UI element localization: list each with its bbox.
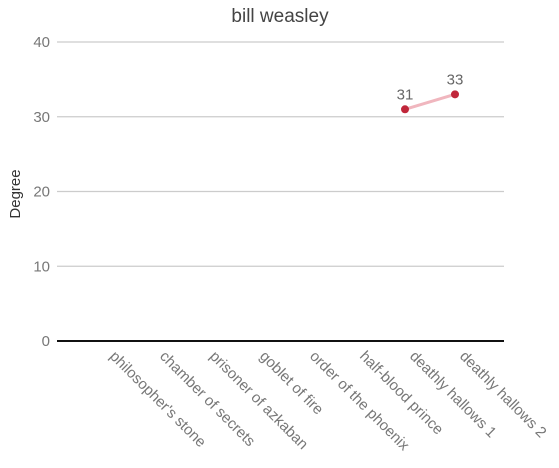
- y-tick-label: 0: [42, 333, 50, 350]
- x-tick-label: chamber of secrets: [156, 348, 258, 450]
- y-tick-labels: 0 10 20 30 40: [33, 34, 50, 350]
- data-points: [401, 90, 459, 114]
- x-tick-label: deathly hallows 2: [456, 348, 549, 441]
- chart-title: bill weasley: [231, 6, 329, 27]
- series-lines: [403, 92, 457, 111]
- data-labels: 31 33: [397, 71, 464, 103]
- y-tick-label: 10: [33, 258, 50, 275]
- data-label: 33: [447, 71, 464, 88]
- y-tick-label: 30: [33, 109, 50, 126]
- y-tick-label: 40: [33, 34, 50, 51]
- y-axis-label: Degree: [7, 169, 24, 218]
- data-point: [451, 90, 459, 99]
- x-tick-label: philosopher's stone: [106, 348, 209, 451]
- series-line-segment: [403, 92, 457, 111]
- data-label: 31: [397, 86, 414, 103]
- y-tick-label: 20: [33, 184, 50, 201]
- x-tick-label: deathly hallows 1: [406, 348, 499, 441]
- gridlines: [57, 41, 504, 342]
- data-point: [401, 105, 409, 114]
